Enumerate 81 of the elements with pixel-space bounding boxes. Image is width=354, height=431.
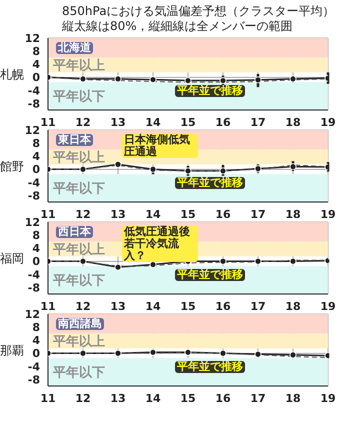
y-tick-label: -4 [28,360,40,374]
y-axis-title: 館野 [0,159,24,174]
x-tick-label: 15 [180,392,196,405]
x-tick-label: 18 [285,300,301,313]
band-label: 平年以下 [52,90,105,105]
x-tick-label: 11 [40,300,56,313]
y-tick-label: 4 [32,242,40,256]
y-tick-label: 4 [32,58,40,72]
x-tick-label: 14 [145,392,161,405]
chart-subtitle: 縦太線は80%，縦細線は全メンバーの範囲 [62,19,294,34]
x-tick-label: 12 [75,300,91,313]
x-tick-label: 19 [320,392,336,405]
x-tick-label: 18 [285,116,301,129]
y-tick-label: -8 [28,281,40,294]
band-label: 平年以下 [52,366,105,381]
x-tick-label: 15 [180,116,196,129]
band-label: 平年以上 [52,150,105,166]
y-tick-label: 12 [24,32,40,45]
x-tick-label: 11 [40,392,56,405]
annotation: 平年並で推移 [175,176,245,189]
x-tick-label: 17 [250,116,266,129]
x-tick-label: 15 [180,208,196,221]
x-tick-label: 19 [320,300,336,313]
y-axis-title: 那覇 [0,343,24,358]
y-tick-label: -8 [28,189,40,202]
x-tick-label: 13 [110,208,126,221]
annotation: 日本海側低気圧通過 [122,133,198,158]
y-tick-label: -8 [28,97,40,110]
annotation: 西日本 [56,225,93,238]
x-tick-label: 17 [250,208,266,221]
chart-title: 850hPaにおける気温偏差予想（クラスター平均） [62,4,336,19]
y-tick-label: -4 [28,84,40,98]
y-tick-label: 0 [32,255,40,268]
annotation: 平年並で推移 [175,360,245,373]
x-tick-label: 12 [75,116,91,129]
x-tick-label: 14 [145,208,161,221]
annotation: 東日本 [56,133,93,146]
x-tick-label: 17 [250,300,266,313]
x-tick-label: 18 [285,392,301,405]
x-tick-label: 11 [40,208,56,221]
y-tick-label: 4 [32,150,40,164]
x-tick-label: 15 [180,300,196,313]
x-tick-label: 16 [215,208,231,221]
y-tick-label: -4 [28,176,40,190]
y-tick-label: -4 [28,268,40,282]
x-tick-label: 17 [250,392,266,405]
y-tick-label: 0 [32,71,40,84]
y-tick-label: 4 [32,334,40,348]
x-tick-label: 16 [215,300,231,313]
x-tick-label: 13 [110,116,126,129]
x-tick-label: 18 [285,208,301,221]
band-label: 平年以下 [52,182,105,197]
y-tick-label: 0 [32,347,40,360]
band-label: 平年以上 [52,242,105,258]
y-tick-label: 8 [32,320,40,334]
band-label: 平年以上 [52,58,105,74]
x-tick-label: 12 [75,392,91,405]
y-tick-label: 8 [32,136,40,150]
x-tick-label: 14 [145,116,161,129]
x-tick-label: 16 [215,392,231,405]
x-tick-label: 11 [40,116,56,129]
y-axis-title: 札幌 [0,67,24,82]
y-axis-title: 福岡 [0,251,24,266]
x-tick-label: 16 [215,116,231,129]
band-label: 平年以下 [52,274,105,289]
annotation: 南西諸島 [56,317,104,330]
y-tick-label: 8 [32,228,40,242]
annotation: 低気圧通過後若干冷気流入？ [122,225,198,262]
y-tick-label: 0 [32,163,40,176]
x-tick-label: 19 [320,208,336,221]
y-tick-label: -8 [28,373,40,386]
x-tick-label: 14 [145,300,161,313]
annotation: 平年並で推移 [175,84,245,97]
x-tick-label: 19 [320,116,336,129]
x-tick-label: 13 [110,392,126,405]
x-tick-label: 12 [75,208,91,221]
annotation: 北海道 [56,41,93,54]
x-tick-label: 13 [110,300,126,313]
annotation: 平年並で推移 [175,268,245,281]
band-label: 平年以上 [52,334,105,350]
y-tick-label: 8 [32,44,40,58]
